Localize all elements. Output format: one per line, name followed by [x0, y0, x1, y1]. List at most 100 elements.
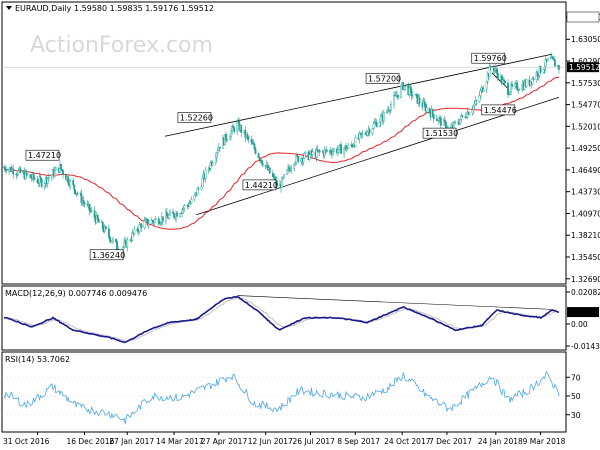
candle — [207, 166, 210, 174]
candle — [147, 219, 150, 229]
price-annotation: 1.36240 — [89, 249, 125, 261]
candle — [173, 212, 175, 219]
candle — [511, 81, 514, 90]
candle — [115, 238, 117, 244]
candle — [90, 206, 93, 214]
candle — [404, 85, 407, 91]
candle — [457, 118, 460, 126]
candle — [93, 206, 96, 221]
candle — [17, 169, 20, 176]
macd-title: MACD(12,26,9) 0.007746 0.009476 — [5, 289, 147, 298]
candle — [201, 174, 204, 188]
dropdown-triangle-icon[interactable] — [6, 6, 12, 10]
candle — [29, 174, 32, 178]
price-tick-label: 1.49250 — [571, 144, 600, 153]
candle — [176, 211, 179, 217]
candle — [471, 105, 474, 116]
candle — [286, 169, 288, 176]
candle — [474, 96, 477, 106]
candle — [325, 146, 328, 154]
price-tick-label: 1.38210 — [571, 231, 600, 240]
candle — [343, 147, 345, 159]
candle — [112, 236, 114, 245]
candle — [508, 91, 510, 96]
candle — [431, 108, 434, 118]
candle — [282, 176, 284, 181]
price-annotation: 1.57200 — [365, 73, 401, 84]
candle — [435, 114, 438, 122]
candle — [409, 84, 412, 93]
candle — [116, 239, 118, 250]
candle — [16, 172, 19, 178]
candle — [428, 107, 431, 115]
candle — [182, 206, 185, 214]
candle — [76, 191, 79, 197]
candle — [295, 152, 298, 166]
price-annotation: 1.59760 — [471, 52, 507, 64]
channel-upper-line — [164, 53, 552, 137]
candle — [472, 104, 475, 115]
candle — [209, 160, 212, 172]
candle — [347, 142, 350, 150]
candle — [161, 216, 164, 226]
candle — [403, 86, 406, 92]
candle — [439, 115, 442, 130]
price-annotation: 1.44210 — [242, 179, 278, 191]
macd-tick-label: -0.014386 — [571, 342, 600, 351]
last-price-text: 1.59512 — [569, 63, 600, 72]
candle — [408, 85, 411, 99]
x-tick-label: 24 Oct 2017 — [384, 437, 431, 446]
candle — [26, 173, 29, 176]
candle — [418, 93, 421, 107]
candle — [338, 145, 340, 154]
candle — [165, 208, 167, 225]
candle — [454, 120, 456, 125]
price-tick-label: 1.40970 — [571, 209, 600, 218]
candle — [402, 81, 405, 91]
candle — [260, 159, 263, 164]
header-symbol: EURAUD,Daily — [15, 4, 72, 13]
price-annotation-label: 1.54476 — [484, 106, 517, 115]
candle — [397, 95, 399, 101]
candle — [507, 79, 509, 99]
candle — [346, 146, 349, 151]
candle — [294, 161, 297, 167]
candle — [253, 142, 256, 151]
price-annotation-label: 1.47210 — [28, 151, 61, 160]
candle — [39, 173, 42, 182]
candle — [250, 135, 253, 146]
candle — [216, 147, 219, 156]
macd-trend-line — [237, 295, 552, 310]
candle — [464, 112, 467, 119]
candle — [311, 148, 314, 158]
price-tick-label: 1.32690 — [571, 275, 600, 284]
candle — [46, 178, 49, 189]
candle — [126, 237, 129, 252]
candle — [411, 90, 414, 99]
x-tick-label: 8 Sep 2017 — [337, 437, 380, 446]
candle — [549, 54, 552, 60]
candle — [204, 166, 207, 183]
candle — [82, 196, 85, 207]
candle — [169, 208, 171, 216]
candle — [247, 135, 250, 144]
candle — [318, 148, 321, 157]
candle — [215, 151, 218, 162]
candle — [485, 80, 488, 94]
candle — [488, 62, 491, 77]
candle — [551, 55, 554, 60]
candle — [244, 126, 247, 143]
candle — [444, 115, 446, 126]
price-tick-label: 1.52010 — [571, 122, 600, 131]
macd-tick-label: 0.00 — [571, 320, 588, 329]
candle — [432, 114, 435, 123]
header-ohlc: 1.59580 1.59835 1.59176 1.59512 — [74, 4, 214, 13]
candle — [492, 64, 495, 76]
candle — [303, 152, 306, 160]
candle — [333, 147, 335, 154]
candle — [502, 75, 504, 84]
candle — [62, 169, 64, 179]
rsi-tick-label: 30 — [571, 411, 581, 420]
candle — [230, 127, 232, 140]
